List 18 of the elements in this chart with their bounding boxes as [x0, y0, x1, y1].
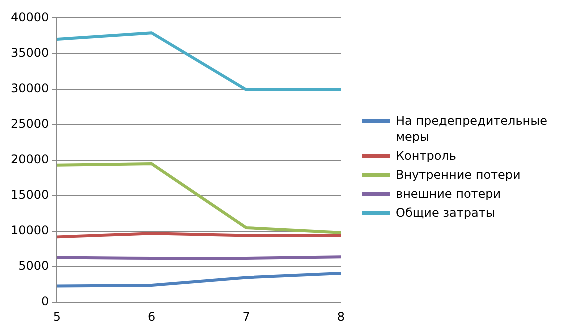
x-tick-label: 8: [337, 310, 346, 324]
legend-label: Внутренние потери: [396, 166, 521, 182]
y-tick-label: 30000: [10, 81, 50, 96]
y-tick-label: 25000: [10, 116, 50, 131]
legend-label: внешние потери: [396, 186, 502, 202]
legend-label: Контроль: [396, 148, 456, 164]
legend-label: Общие затраты: [396, 204, 496, 220]
y-tick-label: 15000: [10, 188, 50, 202]
legend-label: На предепредительные меры: [396, 112, 548, 144]
x-tick-label: 7: [242, 310, 250, 324]
y-tick-label: 5000: [18, 259, 50, 274]
y-tick-label: 40000: [10, 10, 50, 24]
x-tick-label: 5: [53, 310, 61, 324]
y-tick-label: 35000: [10, 46, 50, 60]
y-tick-label: 0: [42, 294, 50, 309]
y-tick-label: 10000: [10, 224, 50, 238]
y-tick-label: 20000: [10, 152, 50, 167]
x-tick-label: 6: [148, 310, 156, 324]
